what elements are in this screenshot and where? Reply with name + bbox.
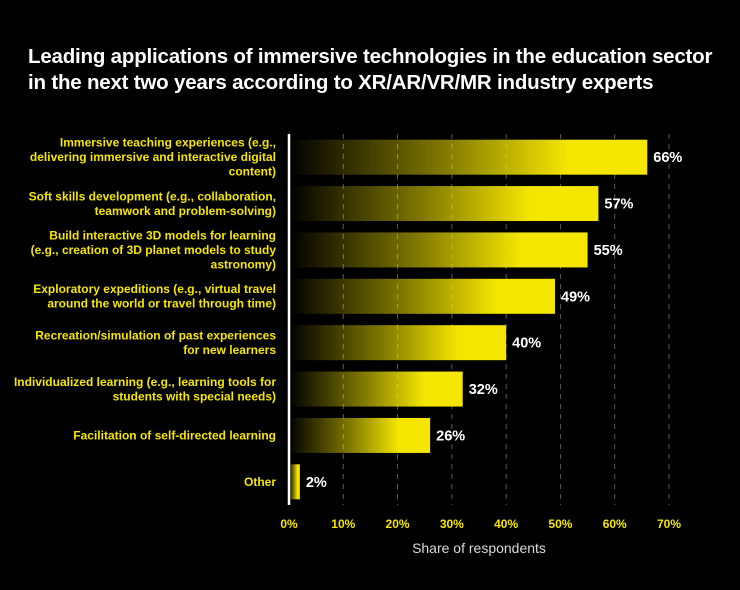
bar [289, 186, 599, 222]
category-label: Exploratory expeditions (e.g., virtual t… [33, 282, 276, 296]
category-label: Recreation/simulation of past experience… [35, 328, 276, 342]
bar [289, 139, 648, 175]
value-label: 2% [306, 475, 327, 491]
bar [289, 325, 507, 361]
x-tick-label: 60% [603, 517, 627, 531]
category-label: astronomy) [211, 257, 276, 271]
bar [289, 417, 431, 453]
value-label: 49% [561, 289, 590, 305]
x-tick-label: 40% [494, 517, 518, 531]
value-label: 66% [653, 150, 682, 166]
value-label: 32% [469, 382, 498, 398]
bar [289, 278, 555, 314]
category-label: Soft skills development (e.g., collabora… [29, 189, 276, 203]
x-tick-label: 0% [280, 517, 298, 531]
category-label: for new learners [183, 343, 276, 357]
category-label: delivering immersive and interactive dig… [30, 150, 276, 164]
value-label: 55% [594, 243, 623, 259]
category-label: around the world or travel through time) [47, 297, 276, 311]
category-label: content) [229, 165, 276, 179]
x-tick-label: 70% [657, 517, 681, 531]
category-label: Immersive teaching experiences (e.g., [60, 136, 276, 150]
category-labels: Immersive teaching experiences (e.g.,del… [14, 136, 276, 489]
category-label: Other [244, 475, 276, 489]
bar [289, 232, 588, 268]
x-tick-label: 20% [386, 517, 410, 531]
category-label: students with special needs) [113, 389, 276, 403]
bar [289, 464, 300, 500]
value-label: 26% [436, 428, 465, 444]
x-tick-label: 50% [548, 517, 572, 531]
category-label: teamwork and problem-solving) [95, 204, 276, 218]
value-labels: 66% 57% 55% 49% 40% 32% 26% 2% [306, 150, 683, 491]
x-axis-title: Share of respondents [412, 540, 546, 556]
x-axis-ticks: 0% 10% 20% 30% 40% 50% 60% 70% [280, 517, 681, 531]
bars [289, 139, 648, 500]
chart-title: Leading applications of immersive techno… [28, 45, 713, 94]
value-label: 57% [604, 197, 633, 213]
category-label: Individualized learning (e.g., learning … [14, 375, 276, 389]
category-label: Build interactive 3D models for learning [49, 228, 276, 242]
bar [289, 371, 463, 407]
x-tick-label: 30% [440, 517, 464, 531]
x-tick-label: 10% [331, 517, 355, 531]
category-label: Facilitation of self-directed learning [73, 428, 276, 442]
value-label: 40% [512, 336, 541, 352]
category-label: (e.g., creation of 3D planet models to s… [31, 243, 277, 257]
